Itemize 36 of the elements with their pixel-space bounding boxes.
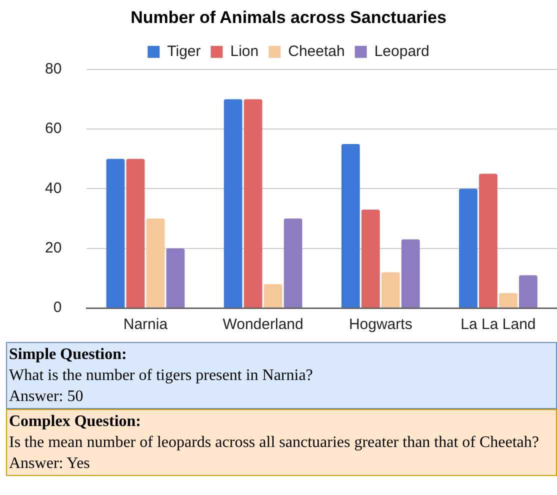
text: Is the mean number of leopards across all sanctuaries greater than that of Cheetah? bbox=[9, 433, 540, 453]
y-tick-label: 20 bbox=[44, 239, 62, 256]
bar bbox=[264, 284, 282, 308]
bar bbox=[381, 272, 400, 308]
x-tick-label: Wonderland bbox=[222, 316, 304, 334]
x-tick-label: Narnia bbox=[123, 316, 168, 334]
y-tick-label: 60 bbox=[44, 120, 62, 138]
bar bbox=[244, 99, 262, 308]
text: Complex Question: bbox=[9, 412, 142, 432]
bar bbox=[166, 248, 185, 308]
legend-label: Tiger bbox=[167, 43, 201, 60]
legend-label: Lion bbox=[230, 43, 259, 60]
text: Answer: Yes bbox=[9, 454, 91, 474]
bar bbox=[284, 218, 302, 308]
bar bbox=[341, 144, 360, 308]
text: Answer: 50 bbox=[9, 387, 84, 407]
bar bbox=[401, 239, 420, 308]
bar bbox=[459, 188, 478, 308]
text: What is the number of tigers present in Narnia? bbox=[9, 366, 314, 386]
text: Simple Question: bbox=[9, 345, 128, 365]
bar bbox=[499, 293, 518, 308]
bar bbox=[106, 158, 125, 308]
x-tick-label: La La Land bbox=[460, 316, 536, 334]
x-tick-label: Hogwarts bbox=[348, 316, 412, 334]
y-tick-label: 80 bbox=[44, 60, 62, 78]
bar bbox=[224, 99, 242, 308]
y-tick-label: 40 bbox=[44, 180, 62, 197]
legend-label: Leopard bbox=[374, 43, 430, 60]
legend-label: Cheetah bbox=[288, 43, 345, 60]
bar bbox=[361, 210, 380, 308]
bar bbox=[146, 218, 165, 308]
bar bbox=[479, 174, 498, 308]
chart-title: Number of Animals across Sanctuaries bbox=[130, 8, 446, 27]
y-tick-label: 0 bbox=[53, 299, 62, 316]
bar bbox=[126, 158, 145, 308]
bar bbox=[519, 275, 538, 308]
